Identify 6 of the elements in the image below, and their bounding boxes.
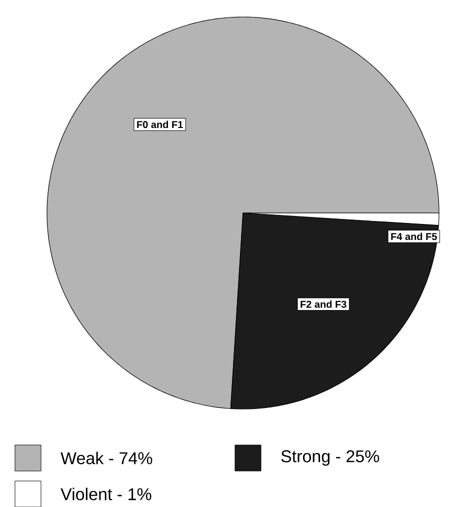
text: F4 and F5 — [391, 232, 437, 240]
legend-label: Weak - 74% — [60, 452, 152, 464]
text: F0 and F1 — [137, 120, 183, 128]
legend-label: Violent - 1% — [60, 488, 152, 500]
text: F2 and F3 — [300, 300, 346, 308]
legend-label: Strong - 25% — [281, 450, 380, 466]
